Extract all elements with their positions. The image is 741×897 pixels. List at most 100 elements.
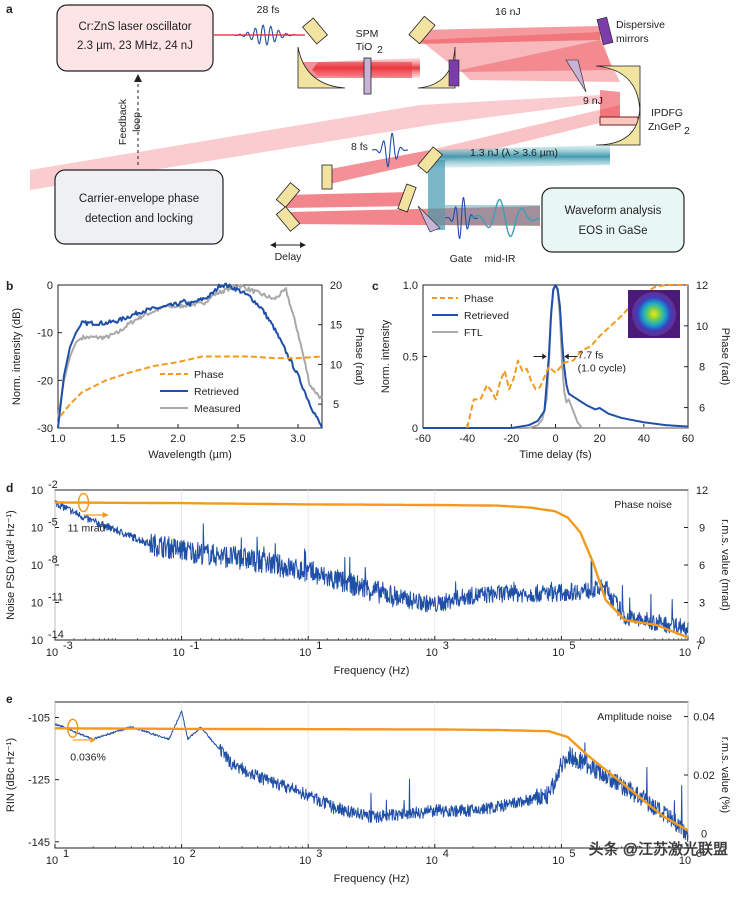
y2-tick-label: 10 xyxy=(696,321,708,333)
plot-frame xyxy=(54,701,689,849)
x-tick-label: 40 xyxy=(638,433,650,445)
y-tick-label: 10 xyxy=(31,485,43,497)
x-tick-label: 10 xyxy=(172,855,184,867)
laser-beams xyxy=(30,26,620,230)
x-axis-label: Frequency (Hz) xyxy=(334,873,410,885)
x-tick-exponent: 3 xyxy=(316,848,322,860)
midir-label: mid-IR xyxy=(485,253,516,265)
y-tick-label: 10 xyxy=(31,598,43,610)
svg-text:e: e xyxy=(6,692,13,706)
y2-tick-label: 8 xyxy=(699,362,705,374)
plot-frame xyxy=(57,284,323,429)
y2-tick-label: 5 xyxy=(333,399,339,411)
x-tick-label: -20 xyxy=(503,433,519,445)
y2-axis-label: Phase (rad) xyxy=(353,328,365,385)
x-tick-exponent: 1 xyxy=(316,640,322,652)
x-tick-label: -40 xyxy=(459,433,475,445)
cep-box xyxy=(54,169,224,245)
delay-mirror-1 xyxy=(275,182,301,208)
ipdfg-sub: 2 xyxy=(684,125,690,137)
fwhm-annotation-2: (1.0 cycle) xyxy=(578,363,626,375)
y-tick-exponent: -11 xyxy=(48,592,63,604)
legend-label-measured: Measured xyxy=(194,403,241,415)
curved-mirror-2 xyxy=(417,46,456,89)
mirror-1 xyxy=(302,17,328,45)
legend-label-retrieved: Retrieved xyxy=(464,310,509,322)
y-tick-label: 10 xyxy=(31,523,43,535)
fwhm-arrowhead-right xyxy=(564,353,569,360)
y-tick-label: 0.5 xyxy=(403,352,418,364)
spm-material: TiO xyxy=(356,41,373,53)
rms-arrowhead xyxy=(102,512,109,518)
spm-sub: 2 xyxy=(377,44,383,56)
chart-title: Phase noise xyxy=(614,499,672,511)
midir-waveform xyxy=(469,198,541,238)
y2-tick-label: 0 xyxy=(699,635,705,647)
x-tick-exponent: -1 xyxy=(190,640,200,652)
x-tick-exponent: 6 xyxy=(696,848,702,860)
legend-label-phase: Phase xyxy=(194,369,224,381)
svg-text:b: b xyxy=(6,279,13,293)
x-tick-label: 3.0 xyxy=(290,433,305,445)
ipdfg-crystal xyxy=(599,116,639,126)
y-tick-label: 1.0 xyxy=(403,280,418,292)
x-tick-label: 0 xyxy=(552,433,558,445)
y-tick-exponent: -8 xyxy=(48,554,58,566)
dispersive-mirror-2 xyxy=(596,16,614,46)
x-tick-label: 2.5 xyxy=(230,433,245,445)
cep-line1: Carrier-envelope phase xyxy=(79,193,199,205)
gate-label: Gate xyxy=(450,253,473,265)
delay-label: Delay xyxy=(275,251,303,263)
y2-tick-label: 10 xyxy=(330,359,342,371)
panel-a-label: a xyxy=(6,2,13,16)
beam-feedback xyxy=(30,95,620,190)
feedback-label-2: loop xyxy=(131,112,143,132)
x-tick-label: 10 xyxy=(46,855,58,867)
chart-b: 1.0 1.5 2.0 2.5 3.0 0 -10 -20 -30 5 10 15 20 Waveleng… xyxy=(11,280,365,461)
pulse-8fs-waveform xyxy=(372,132,408,168)
delay-mirror-2 xyxy=(275,206,301,232)
waveform-box xyxy=(541,187,685,253)
rms-marker xyxy=(77,492,90,513)
cep-line2: detection and locking xyxy=(85,213,193,225)
energy-9nj: 9 nJ xyxy=(583,95,603,107)
y-tick-label: -10 xyxy=(37,328,53,340)
x-tick-label: 10 xyxy=(172,647,184,659)
y-axis-label: Norm. intensity xyxy=(380,319,392,393)
series-rin xyxy=(54,710,689,842)
y-tick-label: -105 xyxy=(28,713,50,725)
y2-tick-label: 12 xyxy=(696,485,708,497)
y2-tick-label: 0.04 xyxy=(693,712,714,724)
x-tick-exponent: 7 xyxy=(696,640,702,652)
dispersive-mirror-1 xyxy=(448,59,460,87)
y2-tick-label: 20 xyxy=(330,280,342,292)
rms-annotation: 0.036% xyxy=(70,751,106,763)
x-tick-label: 10 xyxy=(46,647,58,659)
mirror-4 xyxy=(321,164,333,190)
y2-tick-label: 6 xyxy=(699,403,705,415)
x-tick-label: 20 xyxy=(594,433,606,445)
x-tick-label: 10 xyxy=(679,855,691,867)
y2-axis-label: r.m.s. value (mrad) xyxy=(719,519,731,611)
series-phase xyxy=(466,284,689,429)
legend-label-phase: Phase xyxy=(464,293,494,305)
series-psd xyxy=(54,500,689,636)
beam-16nj xyxy=(418,26,600,44)
y-tick-label: -125 xyxy=(28,775,50,787)
x-tick-exponent: 5 xyxy=(569,848,575,860)
chart-c: -60 -40 -20 0 20 40 60 0 0.5 1.0 6 8 10 12 Time delay … xyxy=(380,280,731,461)
y2-tick-label: 0.02 xyxy=(693,770,714,782)
y-tick-label: 0 xyxy=(412,423,418,435)
x-tick-label: 10 xyxy=(552,647,564,659)
y-tick-label: 0 xyxy=(47,280,53,292)
fwhm-annotation-1: 7.7 fs xyxy=(578,350,604,362)
svg-text:d: d xyxy=(6,481,13,495)
y-tick-exponent: -14 xyxy=(48,629,64,641)
series-phase xyxy=(59,355,323,417)
dispersive-label-2: mirrors xyxy=(616,33,649,45)
x-tick-label: 10 xyxy=(552,855,564,867)
y-axis-label: Noise PSD (rad² Hz⁻¹) xyxy=(5,510,17,620)
chart-title: Amplitude noise xyxy=(597,711,672,723)
svg-text:c: c xyxy=(372,279,379,293)
